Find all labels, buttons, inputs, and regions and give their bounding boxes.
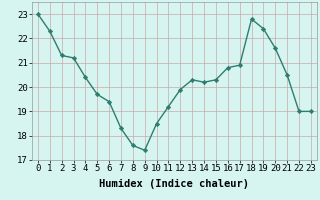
X-axis label: Humidex (Indice chaleur): Humidex (Indice chaleur) [100,179,249,189]
